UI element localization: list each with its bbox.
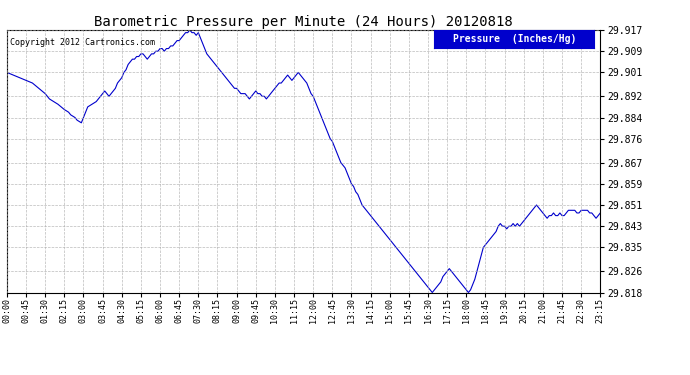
Text: Copyright 2012 Cartronics.com: Copyright 2012 Cartronics.com (10, 38, 155, 47)
Title: Barometric Pressure per Minute (24 Hours) 20120818: Barometric Pressure per Minute (24 Hours… (95, 15, 513, 29)
